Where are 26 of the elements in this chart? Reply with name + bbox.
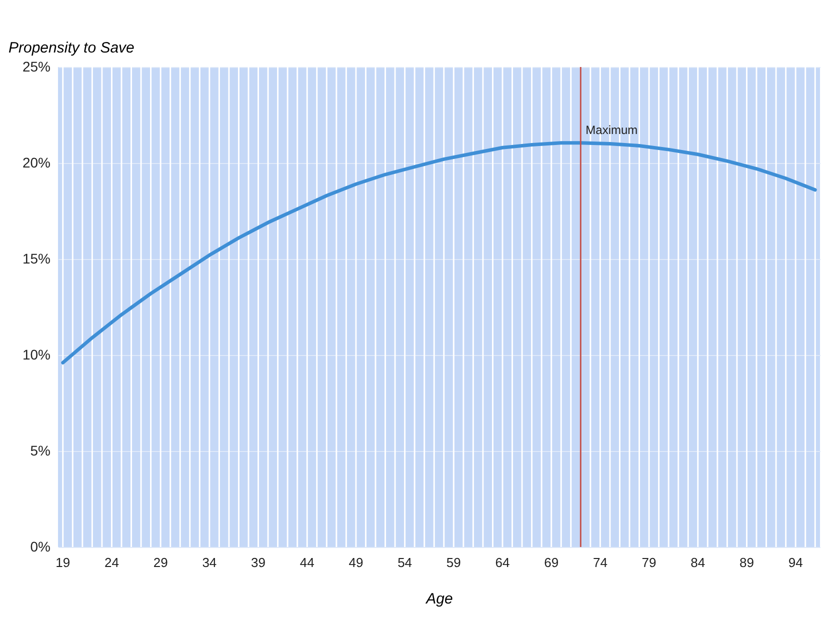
x-tick-label: 74 (592, 555, 608, 570)
x-tick-label: 49 (348, 555, 364, 570)
line-series (61, 141, 817, 364)
x-tick-label: 29 (153, 555, 168, 570)
x-tick-label: 39 (251, 555, 266, 570)
x-tick-label: 59 (446, 555, 461, 570)
y-tick-label: 25% (22, 58, 50, 74)
x-tick-label: 84 (690, 555, 706, 570)
y-tick-label: 5% (30, 442, 50, 458)
x-axis-title: Age (425, 590, 453, 608)
y-axis-title: Propensity to Save (8, 40, 134, 56)
x-tick-label: 34 (202, 555, 217, 570)
x-tick-label: 19 (56, 555, 70, 570)
x-tick-label: 54 (398, 555, 412, 570)
y-tick-label: 15% (22, 250, 50, 266)
x-tick-label: 69 (544, 555, 559, 570)
y-tick-label: 0% (30, 538, 50, 554)
x-tick-label: 94 (788, 555, 803, 570)
x-tick-label: 79 (642, 555, 656, 570)
ref-line-label: Maximum (586, 123, 638, 137)
x-tick-label: 64 (495, 555, 510, 570)
y-tick-label: 10% (22, 346, 50, 362)
y-tick-label: 20% (22, 154, 50, 170)
x-tick-label: 44 (300, 555, 314, 570)
x-tick-label: 89 (739, 555, 754, 570)
x-tick-label: 24 (104, 555, 119, 570)
